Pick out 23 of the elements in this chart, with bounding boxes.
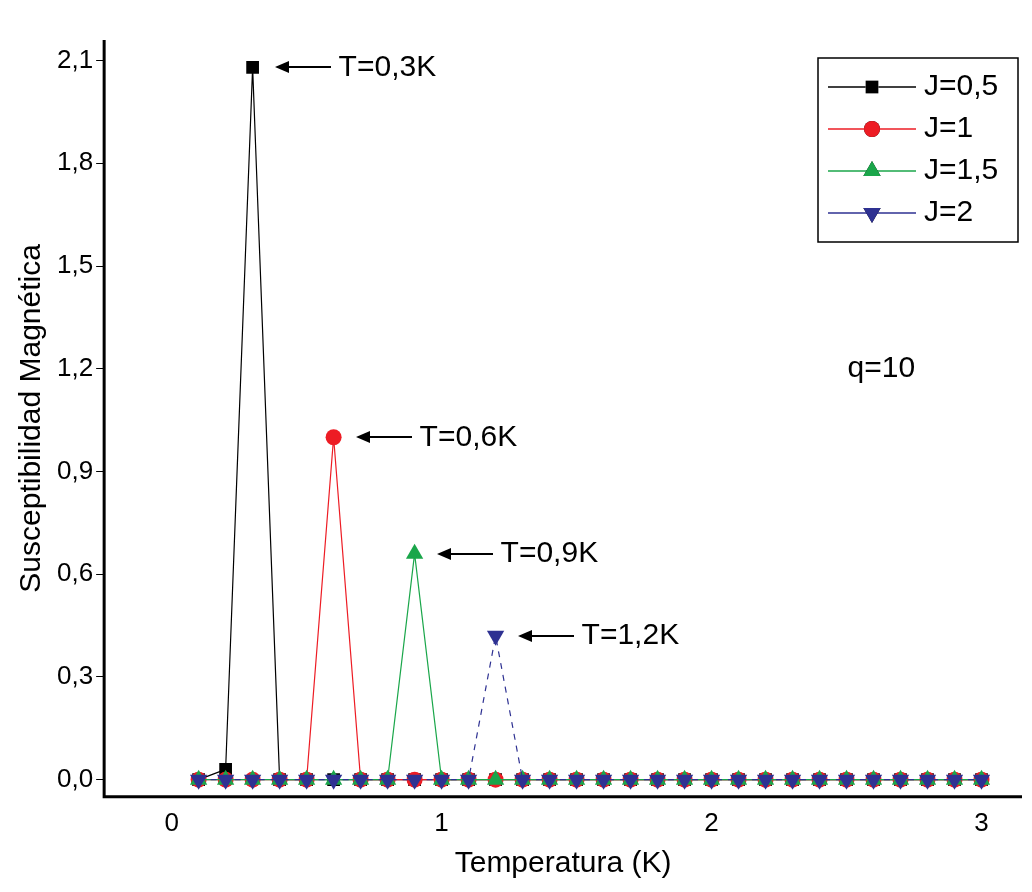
x-tick-label: 1 [434,806,449,837]
x-tick-label: 0 [164,806,179,837]
annotation: T=0,9K [500,534,599,568]
legend-label: J=0,5 [924,68,999,102]
y-tick-label: 0,0 [56,762,94,793]
x-axis-title: Temperatura (K) [454,845,672,879]
y-tick-label: 1,5 [56,249,94,280]
x-tick-label: 2 [704,806,719,837]
legend-label: J=1 [924,110,974,144]
annotation: T=1,2K [581,617,680,651]
legend-label: J=1,5 [924,152,999,186]
annotation: T=0,3K [338,48,437,82]
y-tick-label: 1,2 [56,351,94,382]
y-tick-label: 0,9 [56,454,94,485]
y-tick-label: 1,8 [56,146,94,177]
y-axis-title: Susceptibilidad Magnética [13,243,47,593]
legend-label: J=2 [924,194,974,228]
x-tick-label: 3 [974,806,989,837]
y-tick-label: 0,6 [56,557,94,588]
y-tick-label: 2,1 [56,43,94,74]
annotation: T=0,6K [419,418,518,452]
annotation: q=10 [847,350,916,384]
y-tick-label: 0,3 [56,660,94,691]
